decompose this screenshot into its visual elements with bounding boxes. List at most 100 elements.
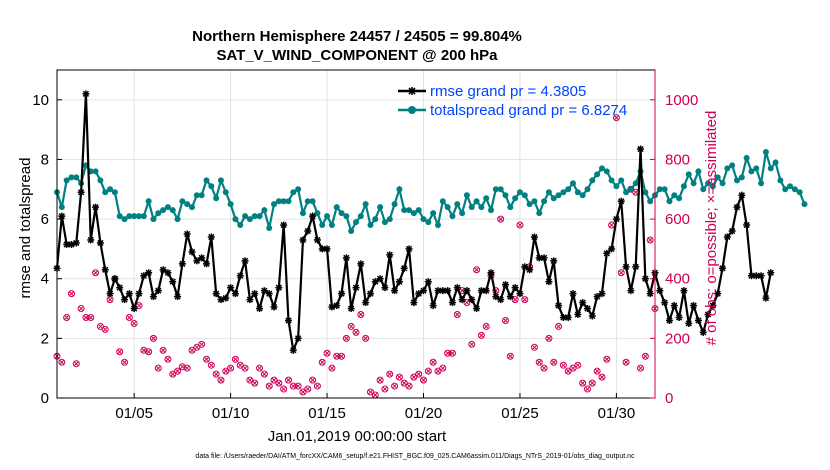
obs-point (579, 379, 587, 387)
obs-point (386, 370, 394, 378)
totalspread-point (570, 180, 577, 187)
totalspread-point (140, 213, 147, 220)
totalspread-point (381, 219, 388, 226)
totalspread-point (767, 165, 774, 172)
obs-point (641, 352, 649, 360)
totalspread-point (787, 183, 794, 190)
left-tick-label: 6 (41, 211, 49, 228)
legend-spread-label: totalspread grand pr = 6.8274 (430, 102, 627, 119)
totalspread-point (589, 177, 596, 184)
totalspread-point (579, 192, 586, 199)
totalspread-point (63, 177, 70, 184)
left-tick-label: 8 (41, 151, 49, 168)
rmse-point (145, 269, 153, 277)
totalspread-point (295, 186, 302, 193)
right-tick-label: 200 (665, 330, 690, 347)
totalspread-point (594, 171, 601, 178)
rmse-point (299, 236, 307, 244)
totalspread-point (733, 177, 740, 184)
totalspread-point (608, 177, 615, 184)
rmse-point (294, 334, 302, 342)
totalspread-point (314, 210, 321, 217)
obs-point (82, 313, 90, 321)
totalspread-point (401, 207, 408, 214)
rmse-point (502, 281, 509, 289)
rmse-point (714, 290, 722, 298)
rmse-point (251, 290, 259, 298)
totalspread-point (463, 192, 470, 199)
right-axis-label: # of obs: o=possible; ×=assimilated (703, 111, 720, 346)
rmse-point (632, 263, 640, 271)
totalspread-point (468, 204, 475, 211)
obs-point (260, 370, 268, 378)
totalspread-point (656, 186, 663, 193)
rmse-point (92, 203, 100, 211)
rmse-point (661, 299, 669, 307)
totalspread-point (97, 177, 104, 184)
rmse-point (154, 287, 162, 295)
obs-point (207, 361, 215, 369)
rmse-point (574, 311, 582, 319)
rmse-point (207, 233, 215, 241)
obs-point (448, 349, 456, 357)
rmse-point (733, 203, 741, 211)
totalspread-point (574, 189, 581, 196)
right-tick-label: 400 (665, 271, 690, 288)
obs-point (347, 322, 355, 330)
obs-point (58, 358, 66, 366)
totalspread-point (406, 207, 413, 214)
rmse-point (699, 328, 707, 336)
rmse-point (284, 316, 292, 324)
rmse-point (313, 236, 321, 244)
totalspread-point (536, 210, 543, 217)
rmse-series (53, 90, 775, 355)
obs-point (593, 367, 601, 375)
obs-point (342, 334, 350, 342)
rmse-point (747, 272, 755, 280)
totalspread-point (121, 216, 128, 223)
totalspread-point (738, 174, 745, 181)
rmse-point (395, 278, 403, 286)
totalspread-point (492, 186, 499, 193)
rmse-point (256, 305, 264, 313)
left-tick-label: 0 (41, 390, 49, 407)
totalspread-point (319, 222, 326, 229)
rmse-point (694, 316, 702, 324)
obs-point (555, 322, 563, 330)
rmse-point (260, 287, 268, 295)
obs-point (502, 316, 509, 324)
obs-point (439, 364, 447, 372)
totalspread-point (685, 171, 692, 178)
obs-point (217, 376, 225, 384)
obs-point (149, 334, 157, 342)
obs-point (429, 358, 437, 366)
obs-point (545, 334, 553, 342)
rmse-point (77, 188, 85, 196)
rmse-point (183, 230, 191, 238)
totalspread-point (338, 210, 345, 217)
rmse-point (352, 284, 360, 292)
rmse-point (72, 239, 80, 247)
rmse-point (545, 278, 553, 286)
obs-point (473, 266, 481, 274)
obs-point (477, 331, 485, 339)
totalspread-point (111, 189, 118, 196)
rmse-point (106, 290, 114, 298)
rmse-point (608, 245, 616, 253)
totalspread-point (598, 165, 605, 172)
chart-title: Northern Hemisphere 24457 / 24505 = 99.8… (192, 28, 522, 45)
rmse-point (178, 260, 186, 268)
rmse-point (241, 257, 249, 265)
totalspread-point (425, 219, 432, 226)
left-tick-label: 2 (41, 330, 49, 347)
right-axis-ticks: 0 200 400 600 800 1000 (650, 92, 698, 407)
right-tick-label: 800 (665, 151, 690, 168)
rmse-point (270, 303, 278, 311)
obs-point (391, 382, 399, 390)
rmse-point (415, 290, 423, 298)
rmse-point (169, 278, 177, 286)
rmse-point (357, 260, 365, 268)
totalspread-point (203, 177, 210, 184)
totalspread-point (68, 174, 75, 181)
